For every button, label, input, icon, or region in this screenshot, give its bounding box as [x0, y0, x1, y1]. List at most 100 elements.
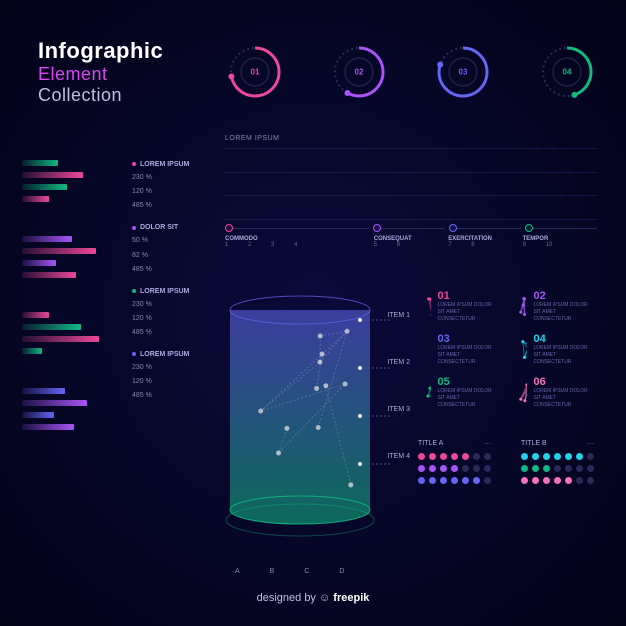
dot — [543, 453, 550, 460]
dot-row — [418, 453, 491, 460]
dot — [473, 453, 480, 460]
cylinder-axis-label: A — [235, 568, 240, 575]
dot — [462, 465, 469, 472]
stat-row: 230 % — [132, 173, 189, 182]
stat-header: LOREM IPSUM — [132, 350, 189, 359]
footer: designed by ☺ freepik — [0, 592, 626, 604]
cylinder-axis: A B C D — [235, 568, 344, 575]
dot — [418, 453, 425, 460]
cylinder-item-label: ITEM 3 — [387, 406, 410, 413]
barchart — [225, 148, 597, 220]
stat-row: 120 % — [132, 314, 189, 323]
dot — [451, 453, 458, 460]
dot — [440, 453, 447, 460]
stat-row: 485 % — [132, 265, 189, 274]
hbar — [22, 412, 54, 418]
title-line2: Element — [38, 64, 163, 85]
numbered-item: 02 LOREM IPSUM DOLOR SIT AMET CONSECTETU… — [514, 290, 590, 323]
dot — [484, 465, 491, 472]
geometric-icon — [514, 336, 527, 364]
dot — [565, 453, 572, 460]
timeline-label-group: TEMPOR910 — [523, 236, 597, 248]
barchart-title: LOREM IPSUM — [225, 135, 597, 142]
circle-number: 01 — [251, 68, 260, 77]
geometric-icon — [418, 336, 431, 364]
numbered-item: 01 LOREM IPSUM DOLOR SIT AMET CONSECTETU… — [418, 290, 494, 323]
stat-row: 120 % — [132, 187, 189, 196]
timeline-segment — [373, 224, 445, 232]
cylinder-axis-label: D — [339, 568, 344, 575]
timeline-label-group: EXERCITATION78 — [448, 236, 522, 248]
horizontal-bar-groups — [22, 160, 112, 464]
cylinder-axis-label: C — [304, 568, 309, 575]
dot-column: TITLE A ⋯ — [418, 440, 491, 489]
dot-row — [418, 477, 491, 484]
hbar — [22, 388, 65, 394]
dot — [521, 465, 528, 472]
item-text: LOREM IPSUM DOLOR SIT AMET CONSECTETUR — [533, 302, 590, 323]
stat-header: DOLOR SIT — [132, 223, 189, 232]
dot — [429, 453, 436, 460]
hbar — [22, 424, 74, 430]
dot — [484, 453, 491, 460]
dot — [532, 453, 539, 460]
dot — [418, 477, 425, 484]
hbar — [22, 184, 67, 190]
dot — [532, 477, 539, 484]
hbar — [22, 160, 58, 166]
cylinder-svg — [210, 290, 390, 555]
title-block: Infographic Element Collection — [38, 38, 163, 106]
dot — [576, 465, 583, 472]
hbar — [22, 312, 49, 318]
dot — [451, 477, 458, 484]
hbar — [22, 172, 83, 178]
dot — [451, 465, 458, 472]
circle-indicator: 04 — [537, 42, 597, 102]
circle-indicator: 02 — [329, 42, 389, 102]
dot — [554, 477, 561, 484]
stat-header: LOREM IPSUM — [132, 287, 189, 296]
timeline-segment — [225, 224, 369, 232]
dot — [554, 453, 561, 460]
numbered-item: 05 LOREM IPSUM DOLOR SIT AMET CONSECTETU… — [418, 376, 494, 409]
stat-header: LOREM IPSUM — [132, 160, 189, 169]
item-number: 06 — [533, 376, 590, 388]
dot — [521, 453, 528, 460]
dot — [543, 465, 550, 472]
hbar-group — [22, 312, 112, 354]
stat-row: 485 % — [132, 201, 189, 210]
footer-brand: freepik — [333, 592, 369, 604]
dot — [462, 453, 469, 460]
dot — [521, 477, 528, 484]
item-number: 01 — [437, 290, 494, 302]
numbered-grid: 01 LOREM IPSUM DOLOR SIT AMET CONSECTETU… — [418, 290, 590, 409]
dot — [440, 465, 447, 472]
circle-number: 02 — [355, 68, 364, 77]
hbar-group — [22, 388, 112, 430]
hbar — [22, 336, 99, 342]
dot-row — [418, 465, 491, 472]
dot — [554, 465, 561, 472]
geometric-icon — [418, 379, 431, 407]
dot-row — [521, 465, 594, 472]
item-text: LOREM IPSUM DOLOR SIT AMET CONSECTETUR — [437, 388, 494, 409]
cylinder-chart: ITEM 1ITEM 2ITEM 3ITEM 4 ABCD — [210, 290, 390, 555]
item-text: LOREM IPSUM DOLOR SIT AMET CONSECTETUR — [437, 302, 494, 323]
dot-row — [521, 477, 594, 484]
dot — [587, 453, 594, 460]
dot — [484, 477, 491, 484]
dot-row — [521, 453, 594, 460]
timeline-label-group: COMMODO1234 — [225, 236, 374, 248]
circle-number: 04 — [563, 68, 572, 77]
dot — [587, 477, 594, 484]
timeline-segment — [449, 224, 521, 232]
timeline-label-group: CONSEQUAT56 — [374, 236, 448, 248]
item-text: LOREM IPSUM DOLOR SIT AMET CONSECTETUR — [533, 388, 590, 409]
geometric-icon — [514, 379, 527, 407]
hbar — [22, 260, 56, 266]
cylinder-axis-label: B — [270, 568, 275, 575]
hbar — [22, 324, 81, 330]
timeline-segment — [525, 224, 597, 232]
dot — [532, 465, 539, 472]
barchart-timeline — [225, 224, 597, 232]
